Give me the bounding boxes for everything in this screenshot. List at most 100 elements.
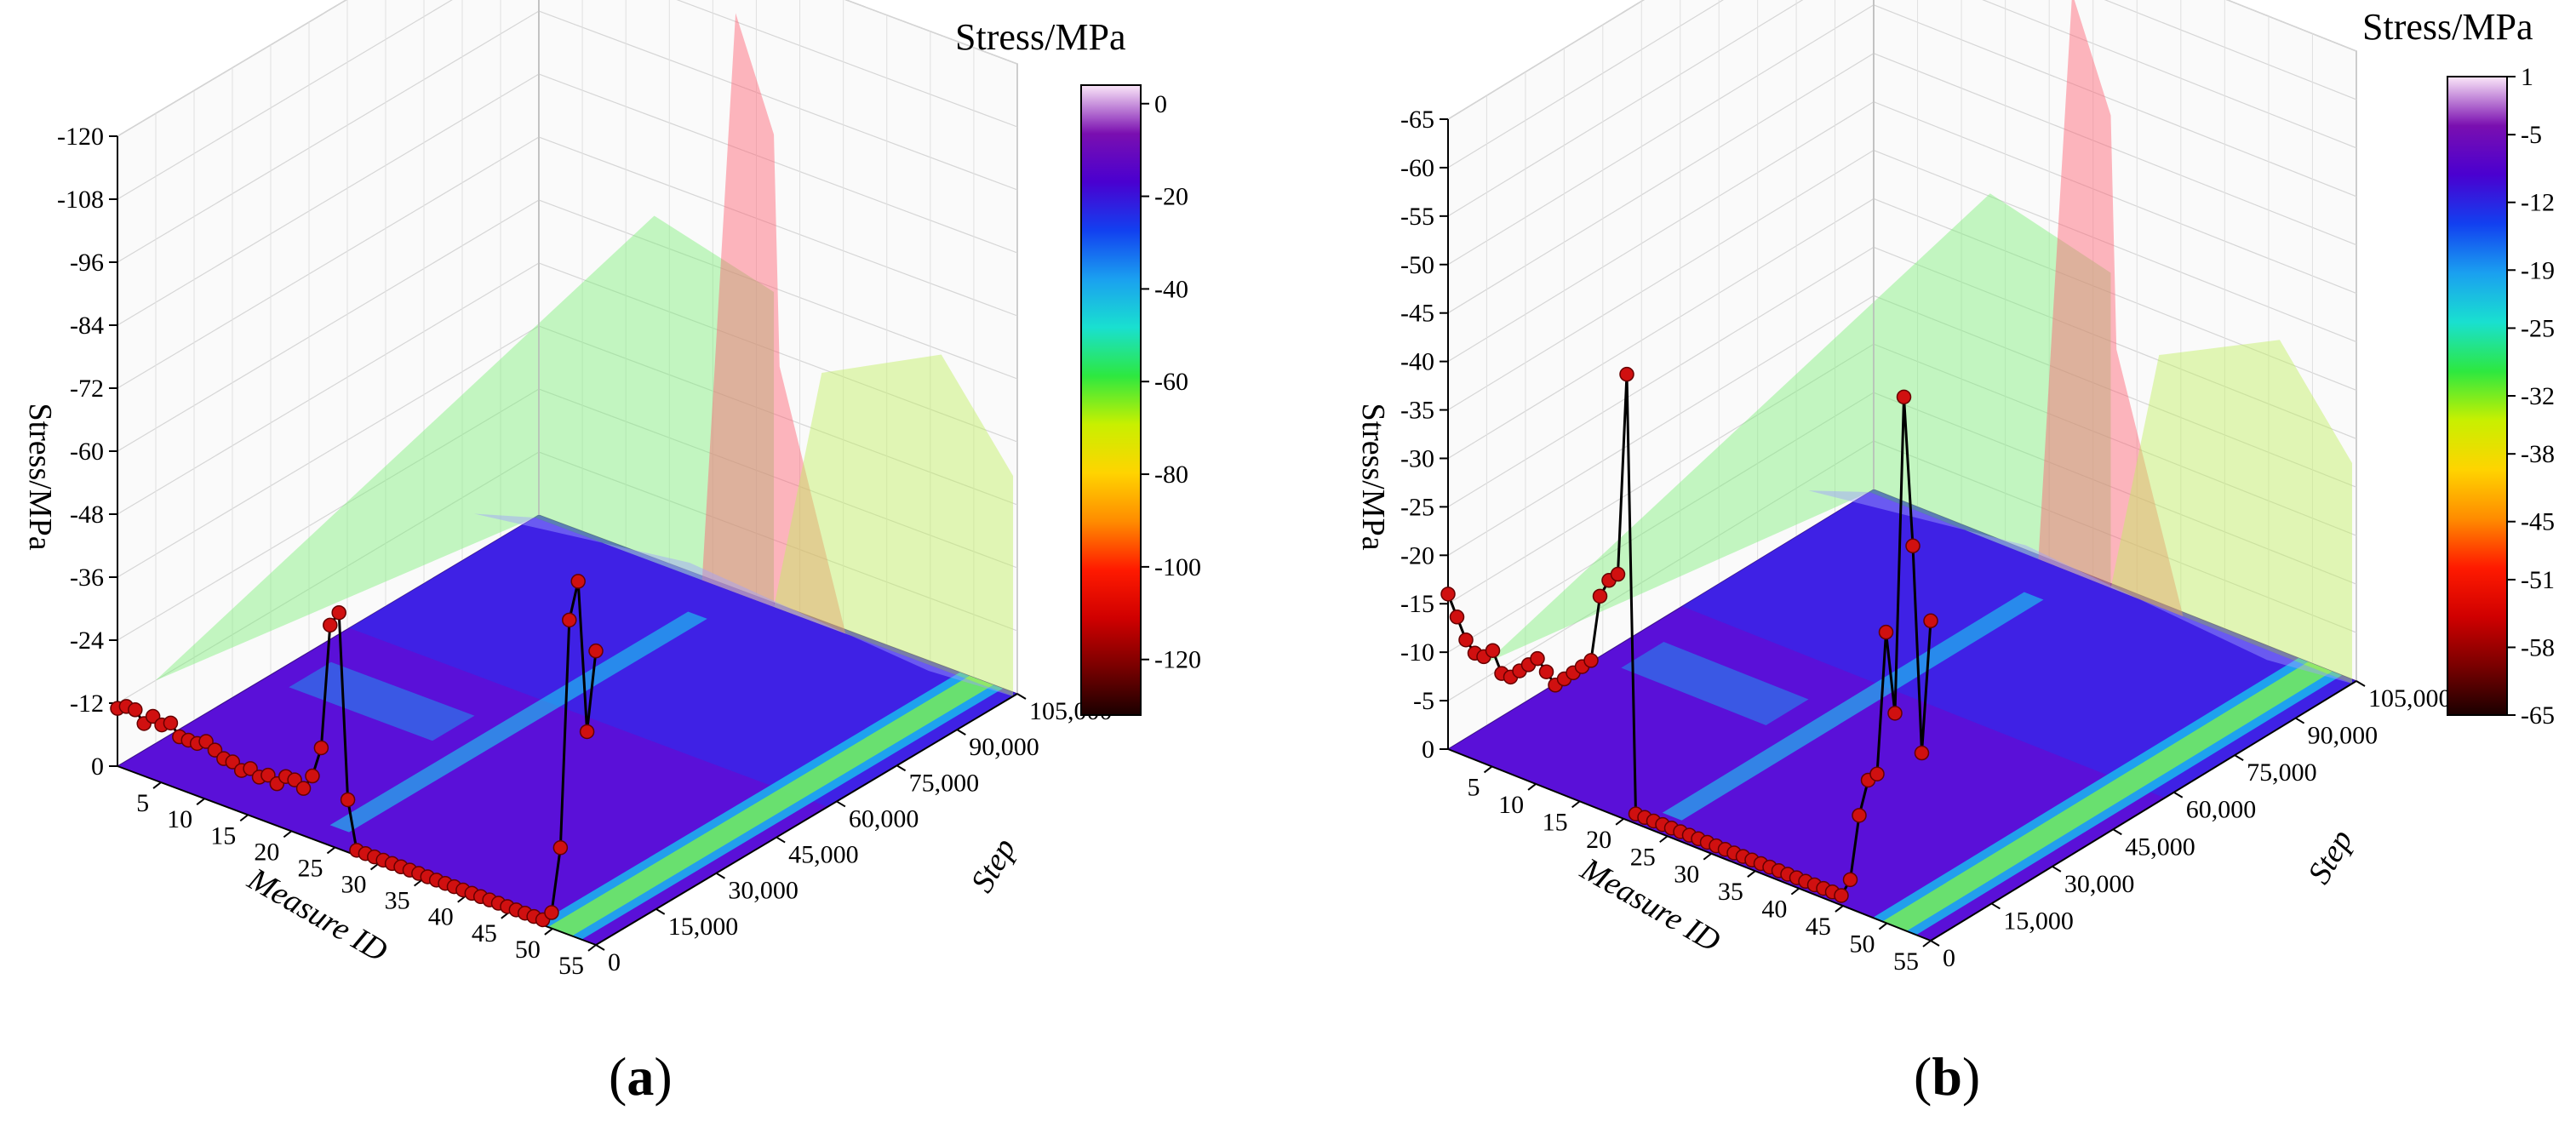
colorbar-tick-label: 0 [1154,90,1167,118]
profile-point [1834,888,1849,903]
z-tick-label: -15 [1400,590,1434,618]
wall-gridline [117,0,1018,137]
profile-point [287,772,302,787]
x-tick [369,862,380,871]
wall-gridline [1447,0,2357,169]
profile-point [1530,650,1545,667]
x-tick [1878,922,1888,930]
x-tick [326,846,336,855]
x-tick [1835,905,1844,913]
y-tick [2052,865,2062,873]
x-tick-label: 25 [297,854,323,882]
z-tick-label: -5 [1413,687,1434,715]
caption-letter: a [627,1046,655,1107]
profile-point [243,761,258,776]
profile-point [225,754,241,770]
y-tick [2234,754,2244,762]
colorbar-tick-label: -32 [2521,382,2555,410]
z-tick-label: -96 [70,249,104,277]
profile-point [1914,745,1930,761]
y-tick-label: 30,000 [728,877,799,905]
x-tick [283,830,292,839]
y-tick [1016,693,1027,700]
y-tick-label: 90,000 [969,733,1039,761]
colorbar-tick-label: -40 [1154,275,1188,303]
x-tick-label: 25 [1630,843,1656,871]
caption-a: (a) [609,1046,673,1107]
x-tick [1571,800,1581,809]
colorbar-tick-label: -51 [2521,566,2555,594]
y-tick-label: 90,000 [2308,722,2379,750]
profile-point [570,574,586,589]
x-tick-label: 40 [428,903,454,931]
colorbar [1080,84,1142,716]
profile-point [305,768,320,784]
colorbar-title: Stress/MPa [955,16,1126,58]
floor-band [349,515,1017,807]
profile-point [260,767,276,783]
profile-point [562,612,577,628]
profile-point [1485,643,1501,658]
y-tick-label: 15,000 [2003,907,2074,935]
surface-ridge-peak [2038,0,2184,617]
x-tick-label: 20 [1586,826,1611,854]
colorbar-tick-label: -120 [1154,646,1201,674]
y-tick [2356,680,2366,687]
profile-point [1887,706,1903,721]
x-tick [1747,870,1756,878]
y-tick-label: 45,000 [788,841,859,869]
y-tick [1930,940,1940,947]
profile-point [1896,389,1912,405]
z-tick-label: -50 [1400,251,1434,279]
x-tick [1922,940,1932,947]
z-tick-label: -45 [1400,300,1434,328]
colorbar-tick-label: 1 [2521,63,2533,91]
z-tick-label: -120 [57,123,104,151]
z-tick-label: -60 [70,438,104,466]
z-tick-label: -20 [1400,541,1434,570]
x-tick-label: 55 [558,952,584,980]
y-tick [715,872,725,879]
profile-point [1923,613,1938,629]
x-tick [1703,852,1712,861]
surface-ridge-right [2110,340,2352,684]
profile-point [1878,624,1894,640]
y-tick-label: 75,000 [909,769,980,797]
profile-point [340,792,356,808]
profile-point [1610,566,1626,582]
wall-gridline [117,0,1018,200]
floor-band [1621,642,1809,725]
profile-point [1842,872,1858,888]
wall-gridline [1447,0,2357,120]
profile-point [128,702,143,718]
colorbar-tick-label: -45 [2521,508,2555,536]
y-tick [956,729,966,736]
y-tick-label: 15,000 [668,913,739,941]
y-tick [2173,791,2184,798]
x-tick-label: 35 [385,887,410,915]
floor-band-high [1882,661,2333,931]
profile-point [544,905,559,920]
profile-point [1458,632,1474,648]
x-tick-label: 10 [1498,791,1524,819]
profile-point [163,715,179,731]
panel-a: 0 -12 -24 -36 -48 -60 -72 -84 -96 -108 -120 Stress/… [22,0,1201,1107]
profile-point [1538,664,1554,679]
y-tick-label: 30,000 [2064,870,2135,898]
y-tick [655,907,666,915]
y-axis-label: Step [2301,824,2360,890]
x-tick-label: 20 [254,838,279,866]
profile-point [1592,588,1608,604]
colorbar-tick-label: -25 [2521,314,2555,342]
x-tick [196,798,205,805]
y-tick-label: 60,000 [2186,796,2257,824]
profile-point [1449,610,1465,625]
y-tick [1990,902,2001,910]
y-tick-label: 0 [608,948,621,976]
colorbar-title: Stress/MPa [2362,6,2533,48]
floor-band [1662,592,2044,821]
y-tick [776,836,786,844]
y-tick-label: 75,000 [2247,758,2317,787]
floor-band [329,611,707,833]
profile-point [588,643,604,659]
